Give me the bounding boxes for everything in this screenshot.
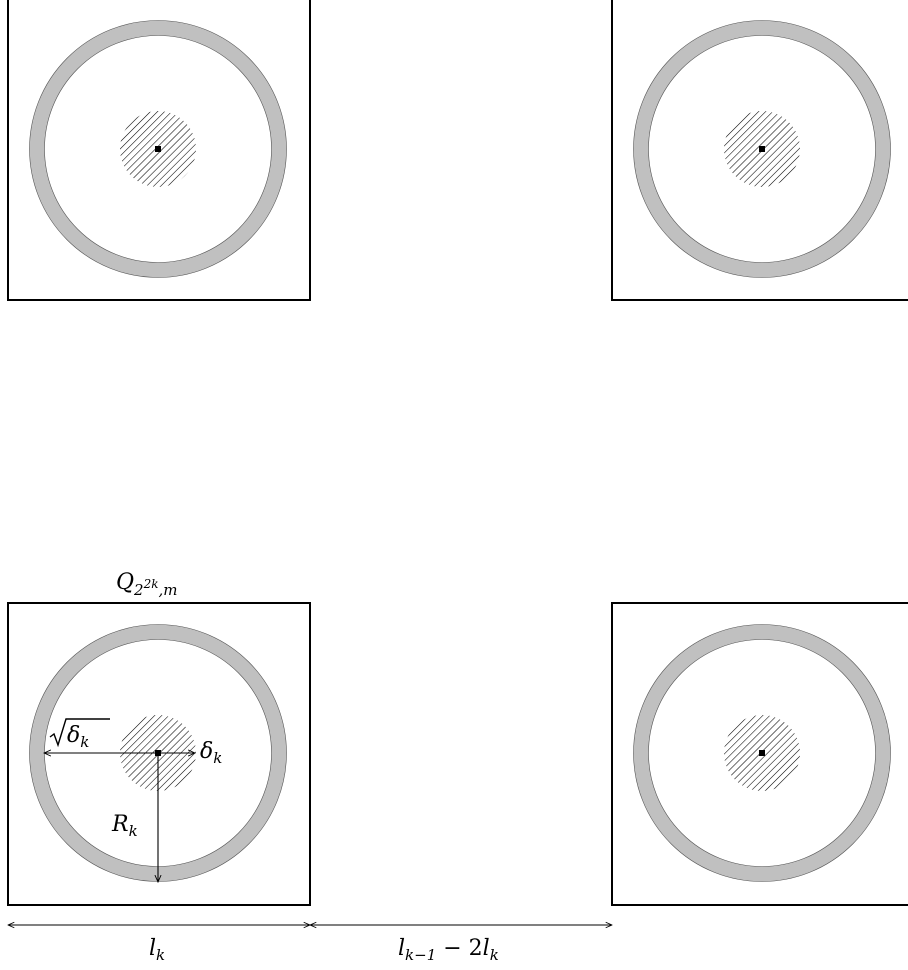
cube-label-sub: 2 bbox=[133, 581, 144, 599]
side-symbol: l bbox=[149, 936, 156, 961]
center-point bbox=[759, 146, 765, 152]
sqrt-delta-subscript: k bbox=[80, 733, 89, 751]
annulus-inner-edge bbox=[648, 35, 876, 263]
cube-top-left bbox=[7, 0, 311, 301]
gap-symbol-1: l bbox=[398, 936, 405, 961]
cube-bottom-left: δk δk Rk bbox=[7, 602, 311, 906]
square-outline bbox=[7, 0, 311, 301]
sqrt-delta-symbol: δ bbox=[67, 723, 80, 748]
delta-subscript: k bbox=[213, 749, 222, 767]
square-outline bbox=[611, 0, 908, 301]
gap-symbol-2: l bbox=[483, 936, 490, 961]
annulus-inner-edge bbox=[648, 639, 876, 867]
annulus bbox=[633, 20, 891, 278]
cube-label-base: Q bbox=[116, 570, 134, 595]
cube-bottom-right bbox=[611, 602, 908, 906]
side-subscript: k bbox=[156, 946, 165, 964]
center-point bbox=[759, 750, 765, 756]
cube-label-sub-tail: ,m bbox=[159, 581, 178, 599]
gap-length-label: lk−1 − 2lk bbox=[398, 936, 499, 964]
radius-subscript: k bbox=[129, 822, 138, 840]
annulus bbox=[29, 20, 287, 278]
cube-top-right bbox=[611, 0, 908, 301]
svg-text:δk: δk bbox=[67, 723, 89, 751]
annulus-outer-edge bbox=[633, 20, 891, 278]
radius-label: Rk bbox=[111, 812, 138, 840]
side-length-label: lk bbox=[149, 936, 165, 964]
sqrt-delta-label: δk bbox=[49, 718, 110, 751]
square-outline bbox=[611, 602, 908, 906]
annulus bbox=[633, 624, 891, 882]
gap-operator: − 2 bbox=[436, 936, 482, 961]
square-outline bbox=[7, 602, 311, 906]
gap-subscript-2: k bbox=[490, 946, 499, 964]
cube-label-sub-exponent: 2k bbox=[143, 577, 159, 591]
delta-label: δk bbox=[200, 739, 222, 767]
annulus-outer-edge bbox=[633, 624, 891, 882]
gap-subscript-1: k−1 bbox=[405, 946, 436, 964]
annulus-outer-edge bbox=[29, 20, 287, 278]
annulus-inner-edge bbox=[44, 35, 272, 263]
center-point bbox=[155, 146, 161, 152]
cube-label: Q22k,m bbox=[116, 570, 178, 599]
radius-symbol: R bbox=[111, 812, 129, 837]
delta-symbol: δ bbox=[200, 739, 213, 764]
radical-sign bbox=[49, 718, 110, 748]
